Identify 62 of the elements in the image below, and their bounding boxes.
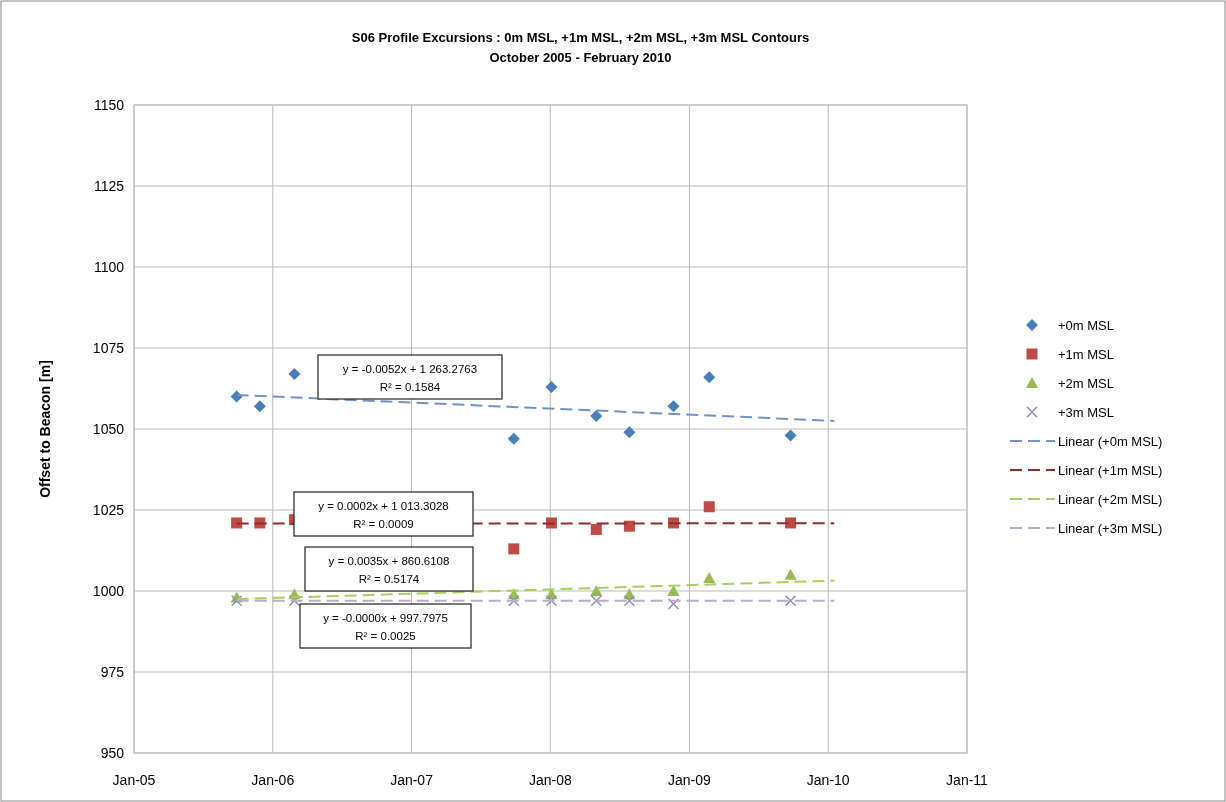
x-tick-label: Jan-10 [806,772,850,788]
legend-label: +0m MSL [1058,318,1114,333]
annotation: R² = 0.0009 [353,518,414,530]
y-tick-label: 1100 [93,259,125,275]
point [590,595,602,607]
x-tick-label: Jan-07 [390,772,434,788]
point [784,568,797,580]
point [667,598,680,610]
x-tick-label: Jan-09 [668,772,712,788]
y-tick-label: 1125 [93,178,125,194]
annotation: R² = 0.0025 [355,630,416,642]
point [545,380,558,393]
point [703,572,716,584]
point [590,585,603,596]
point [667,400,680,413]
chart-subtitle: October 2005 - February 2010 [489,50,672,65]
point [288,595,301,607]
annotation: R² = 0.1584 [379,381,441,393]
point [231,595,243,607]
annotation: R² = 0.5174 [358,573,420,585]
x-tick-label: Jan-11 [946,772,989,788]
y-tick-label: 975 [100,664,125,680]
point [703,501,715,513]
point [508,595,520,607]
point [231,517,243,529]
point [507,432,520,445]
y-tick-label: 1000 [92,583,125,599]
point [784,595,797,607]
point [703,371,716,384]
legend-label: Linear (+3m MSL) [1058,521,1163,536]
point [508,543,520,555]
annotation: y = 0.0035x + 860.6108 [328,555,450,567]
point [667,585,680,596]
legend-label: Linear (+2m MSL) [1058,492,1163,507]
x-tick-label: Jan-06 [251,772,295,788]
y-tick-label: 1075 [92,340,125,356]
legend-label: +2m MSL [1058,376,1114,391]
y-tick-label: 1025 [92,502,125,518]
point [590,523,602,535]
point [785,517,797,529]
legend-label: +3m MSL [1058,405,1114,420]
point [590,410,603,423]
annotation: y = -0.0000x + 997.7975 [323,612,448,624]
chart-title: S06 Profile Excursions : 0m MSL, +1m MSL, +2m MSL, +3m MSL Contours [351,30,810,45]
legend-label: +1m MSL [1058,347,1114,362]
legend-label: Linear (+0m MSL) [1058,434,1163,449]
point [623,426,636,439]
point [784,429,797,442]
x-tick-label: Jan-05 [112,772,156,788]
y-tick-label: 1050 [92,421,125,437]
point [253,400,266,413]
point [623,595,636,607]
point [623,520,635,532]
y-tick-label: 1150 [93,97,125,113]
y-axis-title: Offset to Beacon [m] [37,360,53,498]
x-tick-label: Jan-08 [528,772,572,788]
point [545,595,558,607]
annotation: y = -0.0052x + 1 263.2763 [342,363,478,375]
legend-label: Linear (+1m MSL) [1058,463,1163,478]
y-tick-label: 950 [100,745,125,761]
point [288,367,301,380]
annotation: y = 0.0002x + 1 013.3028 [318,500,449,512]
